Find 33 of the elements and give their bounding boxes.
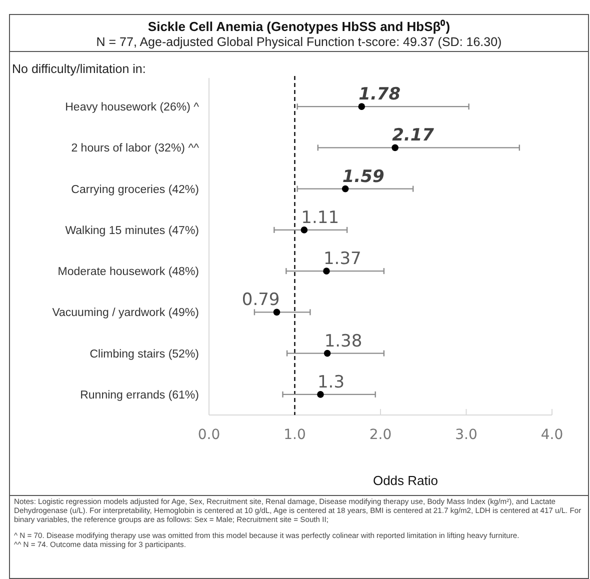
x-tick-label: 4.0	[540, 426, 564, 443]
data-label: 1.37	[323, 249, 362, 270]
data-label: 1.38	[324, 331, 362, 352]
point	[342, 185, 349, 192]
y-tick-label: Climbing stairs (52%)	[90, 348, 200, 360]
point	[317, 391, 324, 398]
data-label: 2.17	[392, 126, 434, 146]
y-tick-label: Walking 15 minutes (47%)	[65, 224, 200, 237]
x-tick-label: 0.0	[198, 426, 220, 443]
point	[273, 308, 280, 316]
data-label: 1.59	[342, 166, 384, 187]
x-tick-label: 1.0	[284, 426, 306, 443]
y-tick-label: 2 hours of labor (32%) ^^	[71, 142, 200, 155]
x-tick-label: 3.0	[455, 426, 478, 443]
y-tick-label: Carrying groceries (42%)	[71, 184, 200, 196]
data-label: 0.79	[242, 290, 280, 310]
point	[324, 350, 331, 357]
y-tick-label: Heavy housework (26%) ^	[65, 102, 200, 114]
y-tick-label: Running errands (61%)	[80, 389, 200, 402]
x-tick-label: 2.0	[369, 426, 392, 443]
chart-title: Sickle Cell Anemia (Genotypes HbSS and HbSβ⁰)	[146, 18, 452, 35]
data-label: 1.3	[317, 372, 345, 392]
point	[300, 226, 308, 234]
x-axis-title: Odds Ratio	[372, 473, 438, 488]
data-label: 1.78	[358, 84, 401, 105]
point	[358, 103, 366, 110]
point	[392, 144, 398, 152]
chart-subtitle: N = 77, Age-adjusted Global Physical Function t-score: 49.37 (SD: 16.30)	[95, 35, 503, 49]
text: No difficulty/limitation in:	[12, 62, 146, 76]
y-tick-label: Moderate housework (48%)	[58, 266, 200, 278]
data-label: 1.11	[301, 208, 340, 228]
y-tick-label: Vacuuming / yardwork (49%)	[52, 307, 200, 320]
point	[323, 268, 330, 274]
